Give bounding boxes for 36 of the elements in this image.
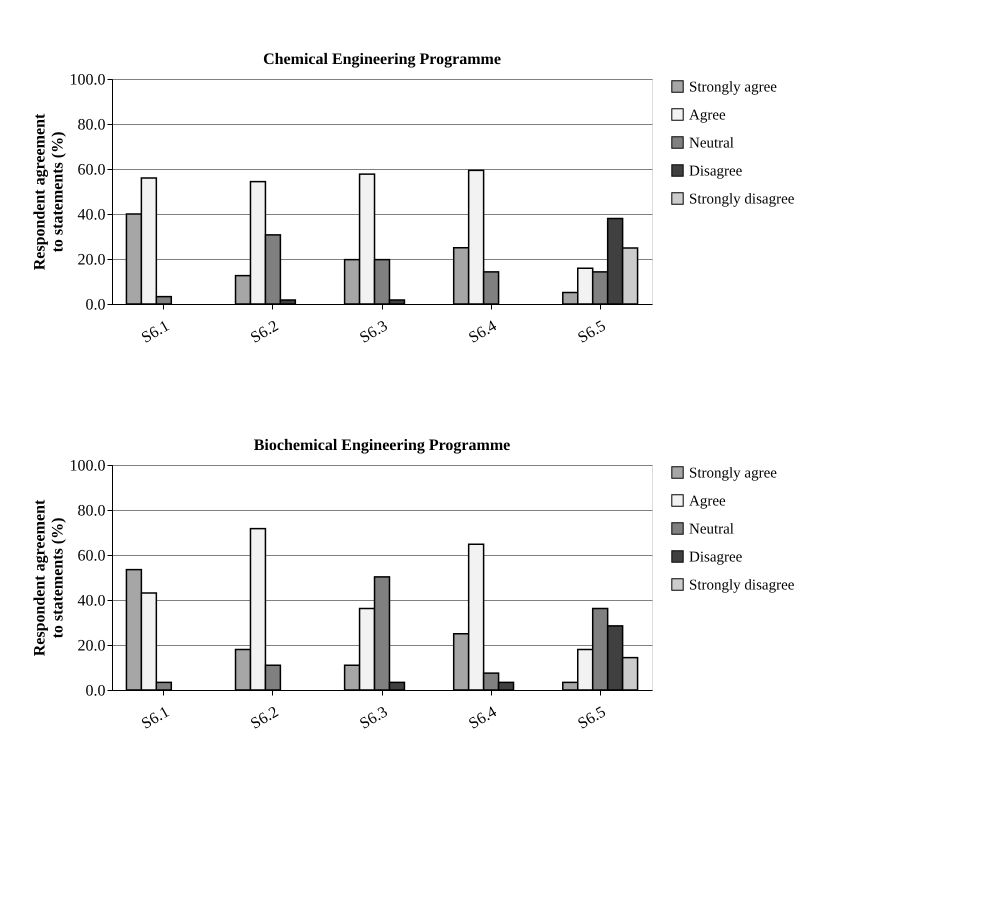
y-axis-title: Respondent agreement to statements (%) [32,499,66,656]
y-tick-label: 100.0 [70,458,106,474]
y-tick-label: 80.0 [78,116,106,134]
x-tick-label: S6.3 [356,318,390,347]
legend-label: Strongly disagree [689,192,795,208]
y-tick-label: 60.0 [78,162,106,178]
y-tick-label: 60.0 [78,548,106,564]
y-axis-title: Respondent agreement to statements (%) [32,113,66,270]
y-tick-label: 0.0 [86,296,106,314]
legend-label: Agree [689,108,726,124]
x-tick-label: S6.2 [248,318,282,347]
y-tick-label: 40.0 [78,592,106,610]
legend-label: Strongly agree [689,466,778,482]
legend-label: Agree [689,494,726,510]
y-tick-label: 80.0 [78,502,106,520]
x-tick-label: S6.5 [575,318,609,347]
x-tick-label: S6.3 [356,704,390,733]
y-tick-label: 100.0 [70,72,106,88]
legend-label: Strongly disagree [689,578,795,594]
chart-title: Chemical Engineering Programme [263,51,501,68]
y-tick-label: 20.0 [78,638,106,654]
x-tick-label: S6.4 [466,318,500,347]
x-tick-label: S6.1 [138,704,172,733]
x-tick-label: S6.5 [575,704,609,733]
x-tick-label: S6.1 [138,318,172,347]
chart-title: Biochemical Engineering Programme [254,437,510,454]
legend-label: Disagree [689,164,743,180]
x-tick-label: S6.4 [466,704,500,733]
y-tick-label: 20.0 [78,252,106,268]
y-tick-label: 0.0 [86,682,106,700]
legend-label: Neutral [689,136,734,152]
legend-label: Strongly agree [689,80,778,96]
legend-label: Neutral [689,522,734,538]
y-tick-label: 40.0 [78,206,106,224]
x-tick-label: S6.2 [248,704,282,733]
legend-label: Disagree [689,550,743,566]
